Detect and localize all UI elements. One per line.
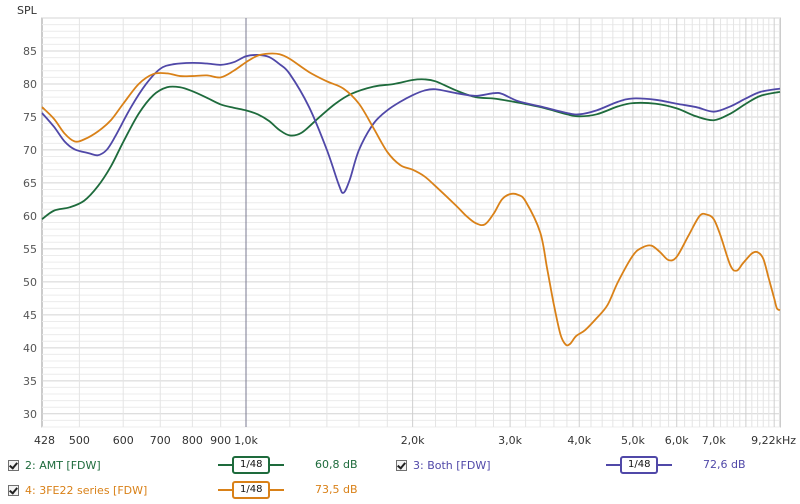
legend-item-both[interactable]: 3: Both [FDW]: [396, 457, 491, 473]
y-axis-title: SPL: [17, 4, 38, 17]
series-line-3: [41, 52, 781, 347]
y-tick-label: 65: [23, 177, 37, 190]
checkbox-icon[interactable]: [396, 459, 407, 471]
y-tick-label: 80: [23, 78, 37, 91]
checkbox-icon[interactable]: [8, 459, 19, 471]
legend-label-3fe22: 4: 3FE22 series [FDW]: [25, 483, 148, 497]
y-tick-label: 45: [23, 309, 37, 322]
y-tick-label: 75: [23, 111, 37, 124]
legend-item-amt[interactable]: 2: AMT [FDW]: [8, 457, 101, 473]
x-tick-label: 5,0k: [621, 434, 645, 447]
y-tick-labels: 30 35 40 45 50 55 60 65 70 75 80 85: [23, 45, 37, 421]
y-tick-label: 35: [23, 375, 37, 388]
x-tick-label: 800: [182, 434, 203, 447]
smoothing-selector-both[interactable]: 1/48: [606, 456, 673, 474]
x-tick-labels: 428 500 600 700 800 900 1,0k 2,0k 3,0k 4,0k 5,0k 6,…: [34, 434, 796, 447]
legend-label-both: 3: Both [FDW]: [413, 458, 491, 472]
x-tick-label: 1,0k: [234, 434, 258, 447]
x-tick-label: 4,0k: [567, 434, 591, 447]
series-line-2: [41, 54, 781, 194]
smoothing-value: 1/48: [232, 481, 271, 499]
legend-label-amt: 2: AMT [FDW]: [25, 458, 101, 472]
x-tick-label: 428: [34, 434, 55, 447]
smoothing-value: 1/48: [620, 456, 659, 474]
grid-lines: [42, 17, 780, 428]
y-tick-label: 50: [23, 276, 37, 289]
x-tick-label: 2,0k: [401, 434, 425, 447]
x-tick-label: 500: [69, 434, 90, 447]
level-3fe22: 73,5 dB: [315, 483, 358, 496]
level-amt: 60,8 dB: [315, 458, 358, 471]
series-line-1: [41, 78, 781, 220]
y-tick-label: 85: [23, 45, 37, 58]
x-tick-label: 6,0k: [665, 434, 689, 447]
x-tick-label: 3,0k: [498, 434, 522, 447]
y-tick-label: 30: [23, 408, 37, 421]
series-lines: [41, 52, 781, 347]
x-tick-label: 9,22kHz: [751, 434, 796, 447]
x-tick-label: 900: [210, 434, 231, 447]
y-tick-label: 70: [23, 144, 37, 157]
y-tick-label: 60: [23, 210, 37, 223]
level-both: 72,6 dB: [703, 458, 746, 471]
x-tick-label: 600: [113, 434, 134, 447]
y-tick-label: 40: [23, 342, 37, 355]
x-tick-label: 7,0k: [702, 434, 726, 447]
x-tick-label: 700: [150, 434, 171, 447]
smoothing-selector-amt[interactable]: 1/48: [218, 456, 285, 474]
legend-item-3fe22[interactable]: 4: 3FE22 series [FDW]: [8, 482, 147, 498]
y-tick-label: 55: [23, 243, 37, 256]
smoothing-selector-3fe22[interactable]: 1/48: [218, 481, 285, 499]
smoothing-value: 1/48: [232, 456, 271, 474]
checkbox-icon[interactable]: [8, 484, 19, 496]
